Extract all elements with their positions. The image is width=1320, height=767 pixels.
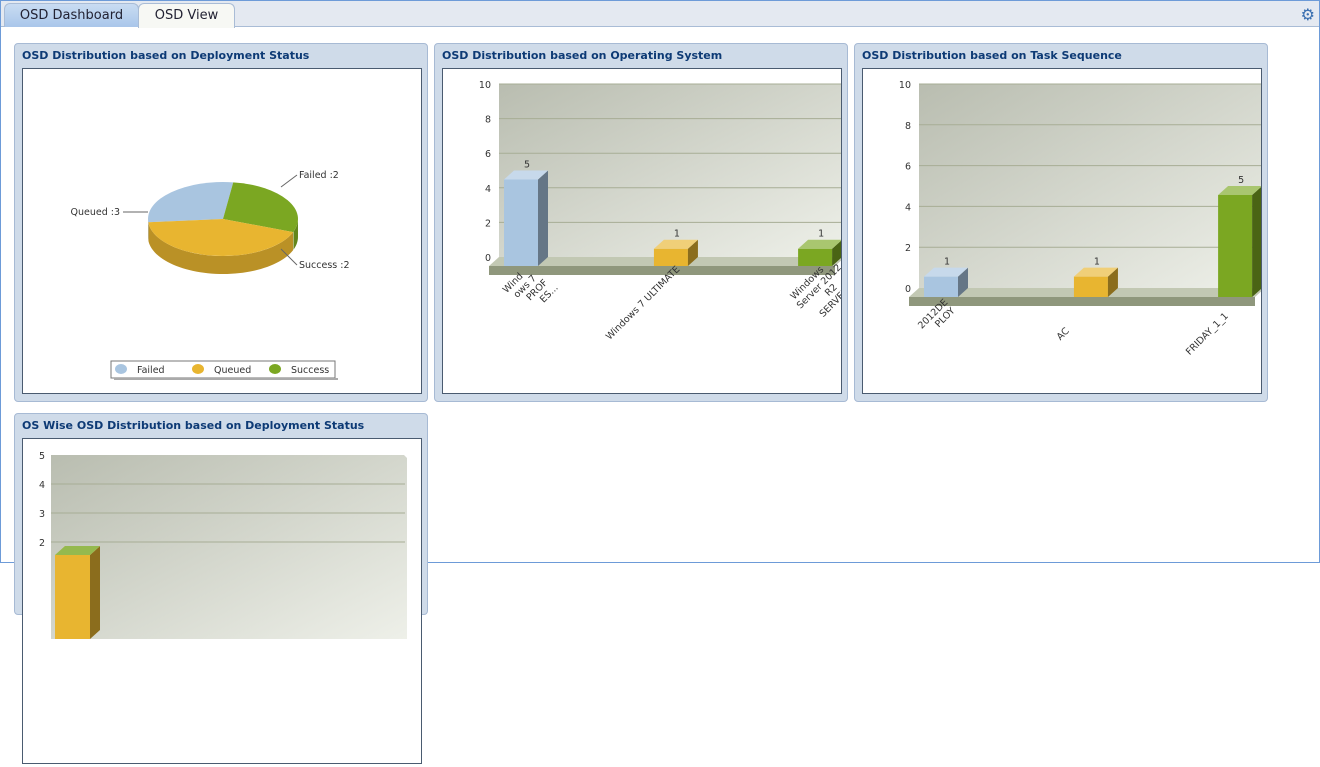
plot-area	[499, 84, 841, 257]
data-label: 5	[1238, 175, 1244, 186]
pie-chart: Failed :2 Queued :3 Success :2 Failed Queued…	[23, 69, 421, 393]
data-label: 1	[674, 229, 680, 240]
y-tick-label: 8	[905, 121, 911, 132]
bar-queued	[55, 555, 90, 639]
bar	[798, 249, 832, 266]
legend-label: Queued	[214, 365, 251, 376]
bar-side	[538, 171, 548, 267]
y-tick-label: 2	[485, 218, 491, 229]
panel-title: OSD Distribution based on Operating Syst…	[442, 49, 722, 62]
pie-label: Failed :2	[299, 170, 339, 181]
legend-icon-queued	[192, 364, 204, 374]
y-tick-label: 4	[485, 184, 491, 195]
panel-task-sequence: OSD Distribution based on Task Sequence …	[854, 43, 1268, 402]
legend-shadow	[114, 378, 338, 380]
bar	[1218, 195, 1252, 297]
legend-icon-success	[269, 364, 281, 374]
panel-os-wise-status: OS Wise OSD Distribution based on Deploy…	[14, 413, 428, 615]
pie-label: Success :2	[299, 260, 350, 271]
x-tick-label: FRIDAY_1_1	[1184, 311, 1231, 358]
panel-deployment-status: OSD Distribution based on Deployment Sta…	[14, 43, 428, 402]
bar	[1074, 277, 1108, 297]
y-tick-label: 5	[39, 451, 45, 462]
panel-title: OS Wise OSD Distribution based on Deploy…	[22, 419, 364, 432]
y-tick-label: 4	[39, 480, 45, 491]
tab-osd-dashboard[interactable]: OSD Dashboard	[4, 3, 139, 27]
tab-osd-view[interactable]: OSD View	[138, 3, 235, 28]
legend-icon-failed	[115, 364, 127, 374]
tab-bar: OSD Dashboard OSD View ⚙	[1, 1, 1319, 27]
x-tick-label: Windows 7 ULTIMATE	[604, 264, 682, 342]
x-tick-label: AC	[1055, 326, 1072, 343]
plot-area	[51, 455, 407, 639]
y-tick-label: 10	[899, 80, 911, 91]
bar-queued-side	[90, 546, 100, 639]
leader-line	[281, 175, 297, 187]
y-tick-label: 3	[39, 509, 45, 520]
pie-label: Queued :3	[70, 207, 120, 218]
panel-title: OSD Distribution based on Task Sequence	[862, 49, 1122, 62]
stacked-bar-chart: 2 3 4 5	[23, 439, 421, 763]
y-tick-label: 8	[485, 115, 491, 126]
bar	[654, 249, 688, 266]
bar	[504, 180, 538, 267]
y-tick-label: 0	[905, 284, 911, 295]
y-tick-label: 2	[39, 538, 45, 549]
data-label: 1	[944, 257, 950, 268]
legend-label: Failed	[137, 365, 165, 376]
y-tick-label: 4	[905, 202, 911, 213]
y-tick-label: 6	[905, 162, 911, 173]
y-tick-label: 2	[905, 243, 911, 254]
bar	[924, 277, 958, 297]
chart-floor-front	[909, 297, 1255, 306]
panel-title: OSD Distribution based on Deployment Sta…	[22, 49, 309, 62]
pie-slice-failed	[148, 182, 233, 222]
plot-area	[919, 84, 1261, 288]
gear-icon[interactable]: ⚙	[1301, 5, 1315, 24]
data-label: 5	[524, 160, 530, 171]
legend-label: Success	[291, 365, 329, 376]
chart-floor-front	[489, 266, 835, 275]
y-tick-label: 6	[485, 149, 491, 160]
bar-side	[1252, 186, 1261, 297]
data-label: 1	[818, 229, 824, 240]
y-tick-label: 0	[485, 253, 491, 264]
panel-operating-system: OSD Distribution based on Operating Syst…	[434, 43, 848, 402]
data-label: 1	[1094, 257, 1100, 268]
y-tick-label: 10	[479, 80, 491, 91]
